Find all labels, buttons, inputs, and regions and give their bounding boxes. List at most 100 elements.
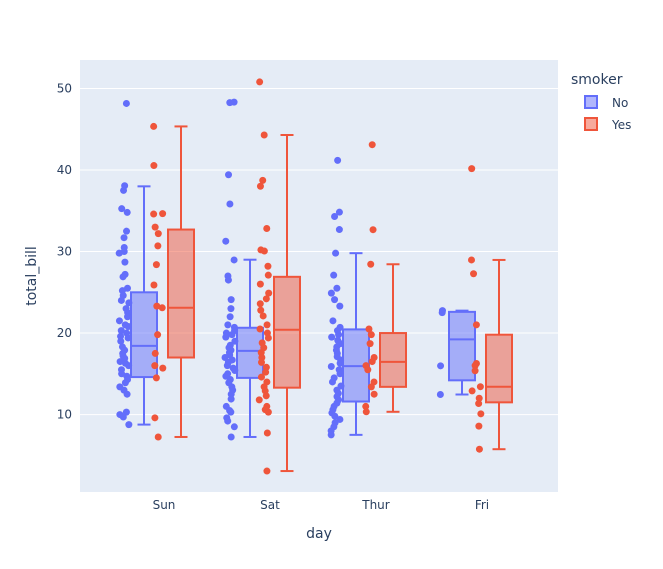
- data-point: [467, 256, 475, 264]
- data-point: [117, 327, 125, 335]
- data-point: [263, 467, 271, 475]
- data-point: [227, 395, 235, 403]
- data-point: [115, 317, 123, 325]
- data-point: [259, 312, 267, 320]
- data-point: [150, 122, 158, 130]
- data-point: [364, 366, 372, 374]
- boxes: [130, 125, 513, 473]
- data-point: [151, 223, 159, 231]
- data-point: [264, 262, 272, 270]
- data-point: [227, 433, 235, 441]
- data-point: [437, 362, 445, 370]
- y-tick-label: 50: [57, 82, 72, 96]
- legend: smoker No Yes: [571, 72, 631, 132]
- data-point: [471, 367, 479, 375]
- legend-swatch-yes[interactable]: [584, 117, 598, 131]
- data-point: [472, 321, 480, 329]
- legend-label-yes[interactable]: Yes: [611, 118, 631, 132]
- data-point: [260, 131, 268, 139]
- data-point: [124, 323, 132, 331]
- data-point: [116, 358, 124, 366]
- data-point: [231, 367, 239, 375]
- data-point: [154, 242, 162, 250]
- data-point: [476, 383, 484, 391]
- data-point: [151, 349, 159, 357]
- data-point: [124, 313, 132, 321]
- data-point: [336, 302, 344, 310]
- data-point: [468, 165, 476, 173]
- data-point: [230, 423, 238, 431]
- data-point: [119, 273, 127, 281]
- data-point: [226, 99, 234, 107]
- data-point: [369, 226, 377, 234]
- data-point: [151, 362, 159, 370]
- legend-title: smoker: [571, 72, 623, 88]
- data-point: [118, 205, 126, 213]
- data-point: [159, 210, 167, 218]
- data-point: [118, 370, 126, 378]
- data-point: [227, 296, 235, 304]
- data-point: [327, 431, 335, 439]
- data-point: [154, 331, 162, 339]
- y-tick-label: 10: [57, 408, 72, 422]
- data-point: [260, 247, 268, 255]
- data-point: [122, 99, 130, 107]
- data-point: [125, 362, 133, 370]
- y-tick-labels: 10 20 30 40 50: [57, 82, 72, 422]
- data-point: [256, 78, 264, 86]
- data-point: [256, 182, 264, 190]
- data-point: [226, 200, 234, 208]
- data-point: [329, 317, 337, 325]
- data-point: [223, 362, 231, 370]
- data-point: [124, 334, 132, 342]
- data-point: [264, 408, 272, 416]
- data-point: [475, 400, 483, 408]
- box-yes-thur[interactable]: [379, 263, 407, 413]
- box-yes-fri[interactable]: [485, 258, 513, 451]
- data-point: [117, 296, 125, 304]
- data-point: [154, 433, 162, 441]
- data-point: [222, 333, 230, 341]
- legend-swatch-no[interactable]: [584, 95, 598, 109]
- x-tick-label: Sat: [260, 498, 280, 512]
- data-point: [255, 396, 263, 404]
- data-point: [150, 162, 158, 170]
- data-point: [256, 325, 264, 333]
- data-point: [123, 390, 131, 398]
- data-point: [264, 334, 272, 342]
- box-yes-sat[interactable]: [273, 133, 301, 473]
- data-point: [328, 333, 336, 341]
- legend-label-no[interactable]: No: [612, 96, 628, 110]
- data-point: [332, 249, 340, 257]
- data-point: [152, 374, 160, 382]
- data-point: [153, 302, 161, 310]
- data-point: [263, 321, 271, 329]
- data-point: [257, 373, 265, 381]
- plot-background: [80, 60, 558, 492]
- data-point: [123, 227, 131, 235]
- data-point: [121, 379, 129, 387]
- data-point: [262, 392, 270, 400]
- data-point: [328, 378, 336, 386]
- y-tick-label: 40: [57, 163, 72, 177]
- data-point: [438, 309, 446, 317]
- data-point: [228, 331, 236, 339]
- data-point: [335, 226, 343, 234]
- y-tick-label: 20: [57, 326, 72, 340]
- data-point: [224, 417, 232, 425]
- data-point: [263, 429, 271, 437]
- data-point: [258, 358, 266, 366]
- data-point: [159, 364, 167, 372]
- data-point: [370, 390, 378, 398]
- box-yes-sun[interactable]: [167, 125, 195, 438]
- box-no-fri[interactable]: [448, 309, 476, 396]
- data-point: [120, 186, 128, 194]
- data-point: [115, 249, 123, 257]
- data-point: [256, 280, 264, 288]
- data-point: [151, 414, 159, 422]
- data-point: [335, 208, 343, 216]
- y-tick-label: 30: [57, 245, 72, 259]
- box-no-sat[interactable]: [236, 258, 264, 438]
- data-point: [327, 362, 335, 370]
- x-tick-label: Thur: [361, 498, 390, 512]
